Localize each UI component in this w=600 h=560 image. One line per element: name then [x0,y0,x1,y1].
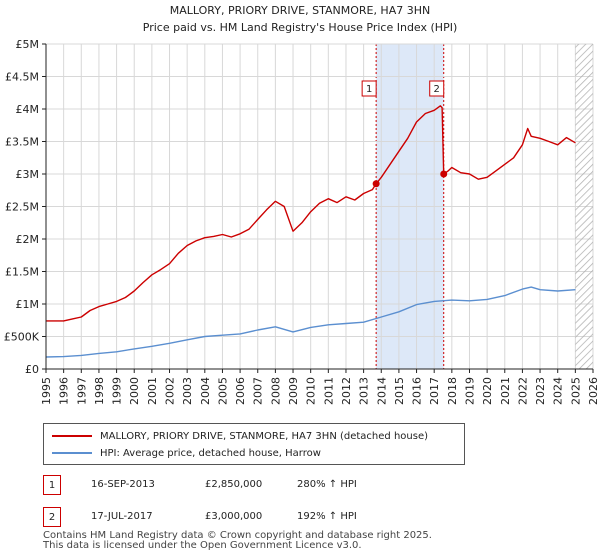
y-tick-label: £0 [25,363,39,376]
x-tick-label: 2006 [234,377,247,405]
transaction-date: 16-SEP-2013 [91,479,155,490]
property-price-line [46,105,576,322]
footer-line: This data is licensed under the Open Gov… [43,540,362,551]
x-tick-label: 1996 [58,377,71,405]
x-tick-label: 2009 [287,377,300,405]
y-tick-label: £5M [16,38,40,51]
x-tick-label: 2004 [199,377,212,405]
transaction-point [372,180,380,188]
legend-swatch-hpi [52,452,92,454]
legend-swatch-property [52,435,92,437]
x-tick-label: 2016 [411,377,424,405]
x-tick-label: 2014 [375,377,388,405]
x-tick-label: 2001 [146,377,159,405]
transaction-date: 17-JUL-2017 [91,511,153,522]
y-tick-label: £3M [16,168,40,181]
x-tick-label: 2015 [393,377,406,405]
x-tick-label: 1998 [93,377,106,405]
y-tick-label: £2.5M [5,201,39,214]
x-tick-label: 2002 [164,377,177,405]
x-tick-label: 2021 [499,377,512,405]
footer-line: Contains HM Land Registry data © Crown c… [43,530,432,541]
hpi-line [45,286,576,358]
transaction-badge: 2 [43,507,61,527]
transaction-marker-box [429,80,445,97]
transaction-price: £3,000,000 [205,511,263,522]
transaction-hpi: 280% ↑ HPI [297,479,357,490]
y-tick-label: £1.5M [5,266,39,279]
x-tick-label: 1999 [111,377,124,405]
x-tick-label: 1995 [40,377,53,405]
forecast-hatch-area [575,44,593,369]
x-tick-label: 2003 [181,377,194,405]
axes: £0 £500K £1M £1.5M £2M £2.5M £3M £3.5M £4M £4.5M £… [4,38,600,405]
legend-item-property: MALLORY, PRIORY DRIVE, STANMORE, HA7 3HN… [52,428,428,444]
legend-item-hpi: HPI: Average price, detached house, Harr… [52,445,321,461]
transaction-badge: 1 [43,475,61,495]
x-tick-label: 2007 [252,377,265,405]
x-tick-label: 2008 [269,377,282,405]
footer: Contains HM Land Registry data © Crown c… [43,531,432,551]
x-tick-label: 2025 [569,377,582,405]
legend-label-hpi: HPI: Average price, detached house, Harr… [100,447,321,459]
transaction-marker-box [361,80,377,97]
y-tick-label: £4M [16,103,40,116]
y-tick-label: £500K [4,331,40,344]
legend: MALLORY, PRIORY DRIVE, STANMORE, HA7 3HN… [43,423,465,465]
x-tick-label: 2000 [128,377,141,405]
x-tick-label: 2018 [446,377,459,405]
x-tick-label: 1997 [75,377,88,405]
x-tick-label: 2013 [358,377,371,405]
x-tick-label: 2024 [552,377,565,405]
transaction-hpi: 192% ↑ HPI [297,511,357,522]
legend-label-property: MALLORY, PRIORY DRIVE, STANMORE, HA7 3HN… [100,430,428,442]
x-tick-label: 2022 [516,377,529,405]
x-tick-label: 2011 [322,377,335,405]
x-tick-label: 2023 [534,377,547,405]
transaction-marker-label: 2 [434,84,440,95]
x-tick-label: 2019 [463,377,476,405]
transaction-marker-label: 1 [366,84,372,95]
chart: MALLORY, PRIORY DRIVE, STANMORE, HA7 3HN… [4,4,600,405]
x-tick-label: 2020 [481,377,494,405]
transaction-point [440,170,448,178]
chart-subtitle: Price paid vs. HM Land Registry's House … [143,21,458,34]
grid [45,43,594,370]
y-tick-label: £3.5M [5,136,39,149]
transaction-price: £2,850,000 [205,479,263,490]
y-tick-label: £2M [16,233,40,246]
forecast-hatch [575,44,593,369]
series [45,105,576,358]
x-tick-label: 2026 [587,377,600,405]
y-tick-label: £1M [16,298,40,311]
y-tick-label: £4.5M [5,71,39,84]
x-tick-label: 2012 [340,377,353,405]
x-tick-label: 2005 [216,377,229,405]
chart-title: MALLORY, PRIORY DRIVE, STANMORE, HA7 3HN [170,4,430,17]
x-tick-label: 2010 [305,377,318,405]
x-tick-label: 2017 [428,377,441,405]
